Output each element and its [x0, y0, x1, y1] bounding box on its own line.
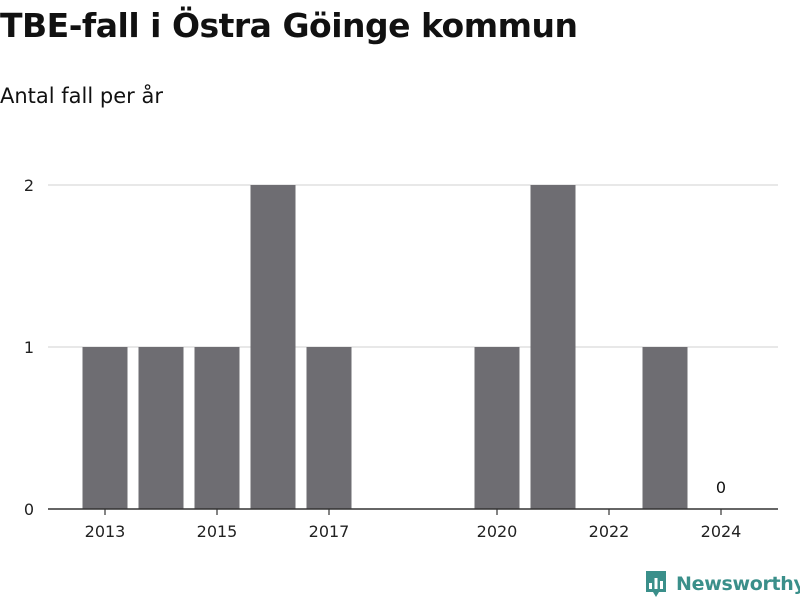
bar-2014 — [138, 347, 184, 509]
bar-2020 — [474, 347, 520, 509]
annotations: 0 — [716, 478, 726, 497]
y-tick-label: 0 — [24, 500, 34, 519]
x-tick-label: 2020 — [477, 522, 518, 541]
x-tick-label: 2013 — [85, 522, 126, 541]
newsworthy-logo: Newsworthy — [644, 569, 800, 599]
bars — [82, 185, 688, 509]
y-tick-label: 1 — [24, 338, 34, 357]
bar-2017 — [306, 347, 352, 509]
chart-subtitle: Antal fall per år — [0, 84, 163, 108]
bar-2015 — [194, 347, 240, 509]
x-tick-label: 2024 — [701, 522, 742, 541]
bar-2023 — [642, 347, 688, 509]
brand-name: Newsworthy — [676, 573, 800, 595]
newsworthy-logo-icon — [646, 571, 666, 597]
y-tick-label: 2 — [24, 176, 34, 195]
y-axis-ticks: 0 1 2 — [24, 176, 34, 519]
bar-2021 — [530, 185, 576, 509]
gridlines — [48, 184, 778, 348]
x-tick-label: 2015 — [197, 522, 238, 541]
x-axis-ticks: 2013 2015 2017 2020 2022 2024 — [85, 509, 742, 541]
x-tick-label: 2022 — [589, 522, 630, 541]
bar-2013 — [82, 347, 128, 509]
data-label: 0 — [716, 478, 726, 497]
bar-2016 — [250, 185, 296, 509]
x-tick-label: 2017 — [309, 522, 350, 541]
chart-title: TBE-fall i Östra Göinge kommun — [0, 6, 578, 45]
